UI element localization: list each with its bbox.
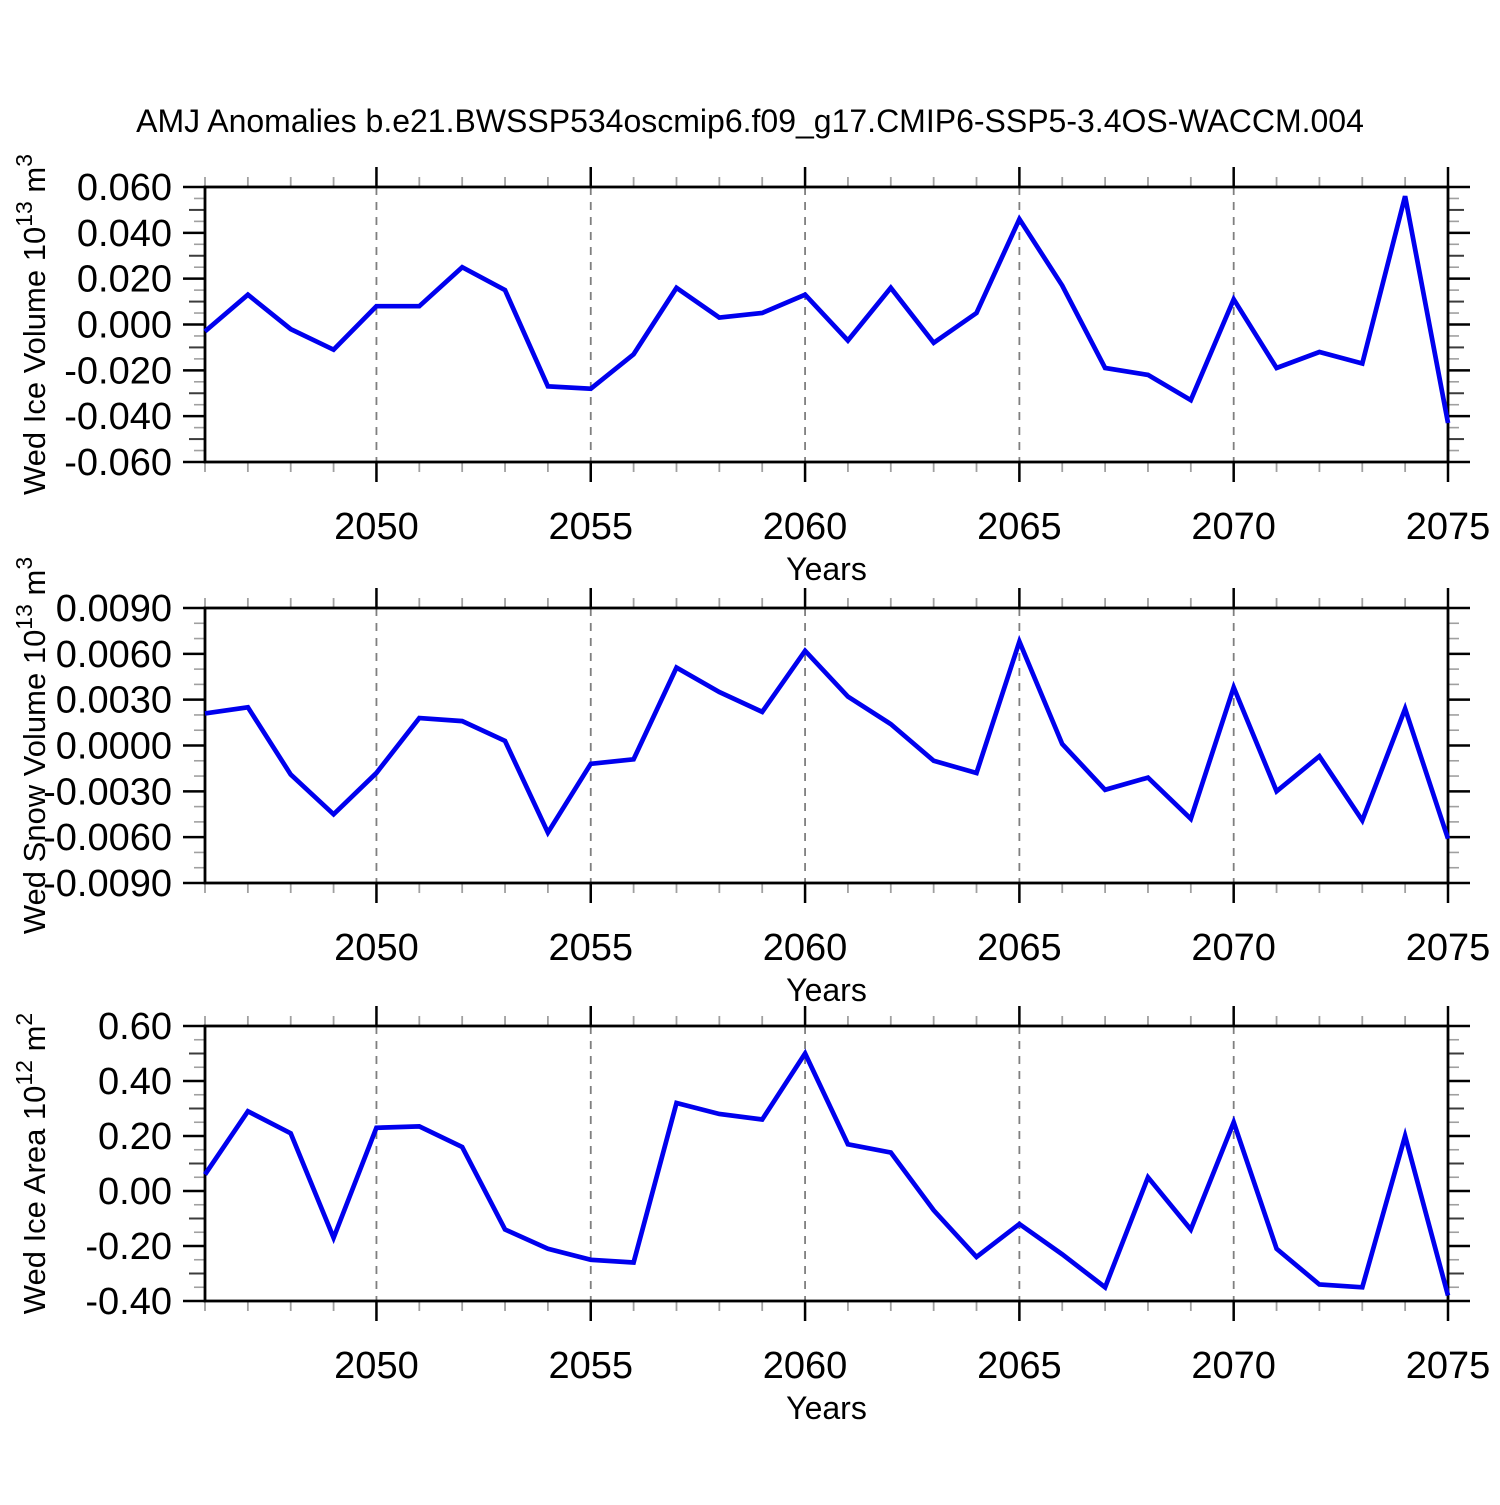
- x-tick-label: 2060: [763, 506, 848, 548]
- x-axis-title: Years: [786, 1390, 867, 1426]
- x-tick-label: 2050: [334, 1345, 419, 1387]
- x-tick-label: 2055: [548, 927, 633, 969]
- y-tick-label: 0.60: [98, 1006, 172, 1048]
- y-tick-label: -0.060: [64, 442, 172, 484]
- x-tick-label: 2050: [334, 506, 419, 548]
- y-tick-label: -0.40: [85, 1281, 172, 1323]
- x-tick-label: 2050: [334, 927, 419, 969]
- y-tick-label: 0.20: [98, 1116, 172, 1158]
- y-tick-label: -0.0060: [43, 817, 172, 859]
- data-line-ice-area: [203, 1048, 1451, 1297]
- y-tick-label: 0.040: [77, 213, 172, 255]
- x-tick-label: 2075: [1406, 927, 1491, 969]
- y-tick-label: 0.0090: [56, 588, 172, 630]
- y-tick-label: 0.020: [77, 259, 172, 301]
- y-axis-title: Wed Snow Volume 1013 m3: [11, 557, 52, 934]
- panel-ice-area: 2050 2055 2060 2065 2070 2075 Years -0.40 -0.20 0…: [11, 1006, 1490, 1426]
- x-tick-label: 2070: [1191, 927, 1276, 969]
- x-tick-label: 2070: [1191, 506, 1276, 548]
- panel-border: [203, 606, 1450, 885]
- data-line-snow-volume: [204, 634, 1451, 840]
- y-tick-label: 0.00: [98, 1171, 172, 1213]
- y-tick-label: 0.0060: [56, 634, 172, 676]
- y-tick-label: -0.040: [64, 396, 172, 438]
- x-tick-label: 2055: [548, 1345, 633, 1387]
- x-tick-label: 2065: [977, 506, 1062, 548]
- y-axis-title: Wed Ice Area 1012 m2: [11, 1013, 52, 1314]
- x-tick-label: 2070: [1191, 1345, 1276, 1387]
- y-tick-label: -0.020: [64, 350, 172, 392]
- y-tick-label: 0.40: [98, 1061, 172, 1103]
- panel-snow-volume: 2050 2055 2060 2065 2070 2075Years-0.0090-0.0…: [11, 557, 1490, 1008]
- x-axis-title: Years: [786, 972, 867, 1008]
- data-line-ice-volume: [203, 195, 1451, 424]
- x-tick-label: 2060: [763, 927, 848, 969]
- x-tick-label: 2065: [977, 927, 1062, 969]
- chart-title: AMJ Anomalies b.e21.BWSSP534oscmip6.f09_…: [136, 103, 1364, 139]
- x-tick-label: 2075: [1406, 1345, 1491, 1387]
- panel-border: [203, 1024, 1450, 1303]
- x-axis-title: Years: [786, 551, 867, 587]
- y-tick-label: 0.0000: [56, 726, 172, 768]
- y-tick-label: -0.0090: [43, 863, 172, 905]
- x-tick-label: 2065: [977, 1345, 1062, 1387]
- y-tick-label: 0.060: [77, 167, 172, 209]
- panel-ice-volume: 2050 2055 2060 2065 2070 2075 Years -0.060-0.04…: [11, 154, 1490, 587]
- y-axis-title: Wed Ice Volume 1013 m3: [11, 154, 52, 495]
- y-tick-label: 0.000: [77, 305, 172, 347]
- x-tick-label: 2060: [763, 1345, 848, 1387]
- x-tick-label: 2055: [548, 506, 633, 548]
- y-tick-label: -0.20: [85, 1226, 172, 1268]
- y-tick-label: 0.0030: [56, 680, 172, 722]
- x-tick-label: 2075: [1406, 506, 1491, 548]
- panel-border: [203, 185, 1450, 464]
- y-tick-label: -0.0030: [43, 771, 172, 813]
